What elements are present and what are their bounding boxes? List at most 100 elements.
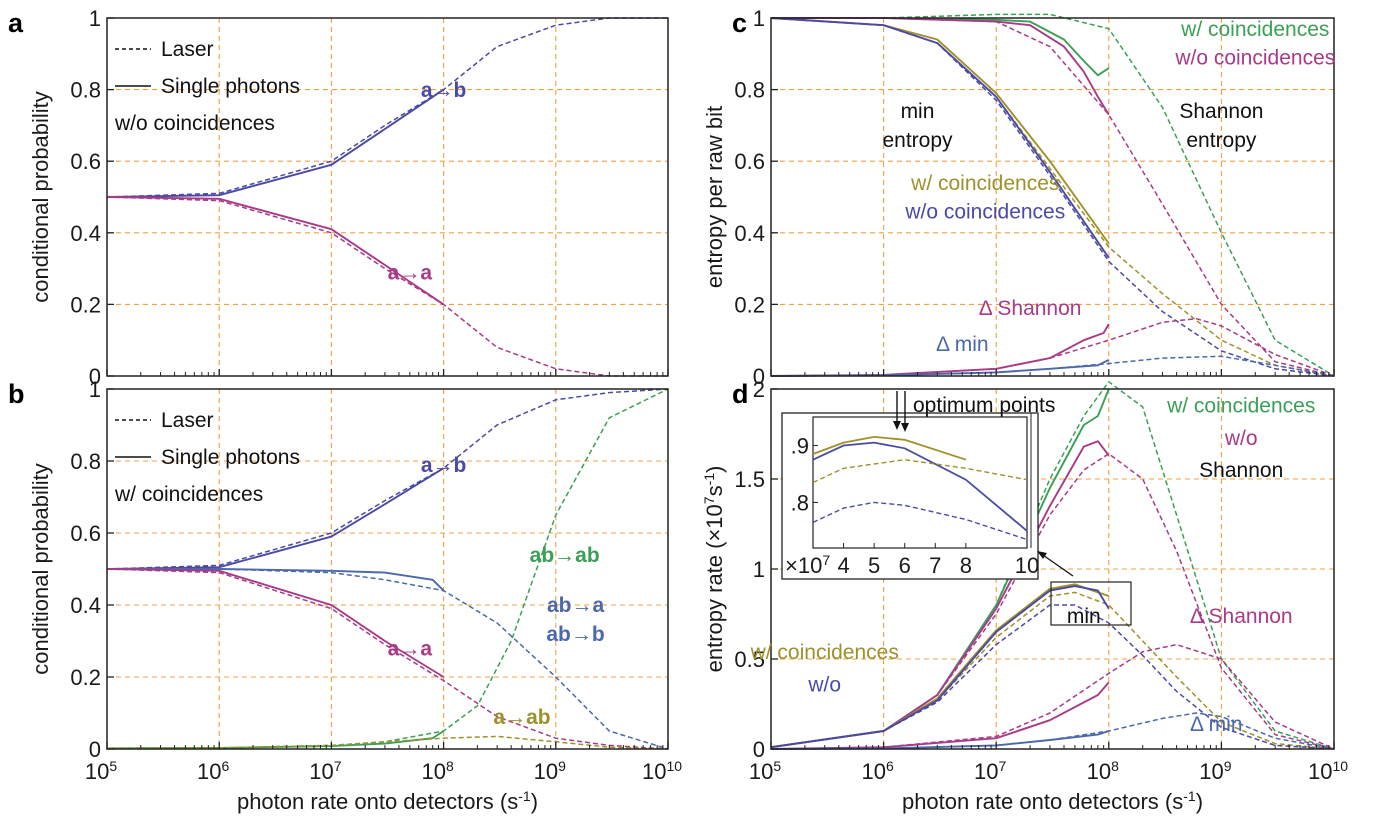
- inset-series-line: [812, 501, 1028, 541]
- annotation-label: w/o coincidences: [1174, 47, 1335, 70]
- optimum-arrowhead-2: [901, 423, 909, 432]
- series-line: [106, 88, 445, 198]
- inset-x-multiplier-part-1: 7: [822, 552, 830, 568]
- annotation-label: Δ min: [936, 333, 989, 356]
- x-axis-label: photon rate onto detectors (s-1): [902, 788, 1203, 814]
- y-tick-label: 0.2: [734, 292, 765, 317]
- x-axis-label: photon rate onto detectors (s-1): [237, 788, 538, 814]
- y-tick-label: 0: [89, 737, 101, 762]
- x-tick-label: 105: [85, 758, 117, 784]
- series-line: [107, 568, 445, 592]
- x-tick-label: 109: [534, 758, 566, 784]
- y-axis-label-part-0: entropy rate (×10: [702, 504, 727, 672]
- x-tick-label: 1010: [1308, 758, 1348, 784]
- y-tick-label: 0.4: [70, 221, 101, 246]
- y-tick-label: 1: [89, 6, 101, 31]
- annotation-label: entropy: [1186, 129, 1257, 152]
- series-line: [770, 17, 1110, 259]
- y-tick-label: 0: [89, 364, 101, 389]
- y-tick-label: 0.6: [734, 149, 765, 174]
- y-tick-label: 0.4: [734, 221, 765, 246]
- panel-label: d: [732, 379, 749, 409]
- annotation-label: Δ Shannon: [1190, 605, 1293, 628]
- x-tick-label-part-1: 8: [1111, 758, 1119, 774]
- series-line: [770, 585, 1110, 749]
- plot-frame: [770, 17, 1335, 377]
- annotation-label: w/o coincidences: [904, 200, 1065, 223]
- panel-b: 0 0.2 0.4 0.6 0.8 1 b conditional probability 10…: [8, 377, 682, 814]
- y-tick-label: 1: [753, 6, 765, 31]
- y-tick-label: 0.6: [70, 149, 101, 174]
- y-tick-label: 1: [753, 557, 765, 582]
- x-tick-label: 107: [974, 758, 1006, 784]
- y-tick-label: 0.8: [70, 78, 101, 103]
- x-axis-label-part-2: ): [1196, 789, 1203, 814]
- series-line: [771, 17, 1110, 116]
- panel-label: b: [8, 379, 25, 409]
- inset-x-multiplier: ×107: [785, 552, 830, 578]
- y-tick-label: 0: [753, 737, 765, 762]
- x-tick-label-part-1: 9: [1224, 758, 1232, 774]
- series-line: [770, 453, 1335, 750]
- inset-x-tick-label: 10: [1015, 553, 1039, 578]
- series-line: [106, 467, 445, 570]
- inset-series-line: [812, 441, 1028, 532]
- y-tick-label: 0.8: [734, 78, 765, 103]
- y-axis-label-part-4: ): [702, 466, 727, 473]
- series-line: [106, 730, 445, 750]
- panel-label: a: [8, 8, 24, 38]
- inset-y-tick-label: .8: [791, 490, 809, 515]
- annotation-label: a→a: [388, 637, 433, 660]
- y-tick-label: 2: [753, 377, 765, 402]
- inset-x-multiplier-part-0: ×10: [785, 553, 822, 578]
- series-line: [770, 17, 1335, 377]
- x-tick-label-part-1: 6: [222, 758, 230, 774]
- annotation-label: w/o: [1224, 427, 1258, 450]
- annotation-label: w/ coincidences: [750, 641, 899, 664]
- series-line: [770, 583, 1110, 749]
- x-tick-label: 107: [309, 758, 341, 784]
- y-tick-label: 0.2: [70, 665, 101, 690]
- panel-label: c: [732, 8, 747, 38]
- series-line: [106, 568, 445, 678]
- annotation-label: entropy: [882, 129, 953, 152]
- series-line: [770, 317, 1335, 377]
- x-tick-label-part-1: 10: [1332, 758, 1348, 774]
- x-tick-label-part-1: 7: [999, 758, 1007, 774]
- inset-x-tick-label: 5: [868, 553, 880, 578]
- y-tick-label: 0.6: [70, 521, 101, 546]
- annotation-label: w/ coincidences: [1166, 394, 1315, 417]
- y-axis-label-part-3: -1: [701, 473, 717, 486]
- inset-x-tick-label: 6: [899, 553, 911, 578]
- x-tick-label-part-1: 5: [109, 758, 117, 774]
- x-tick-label-part-0: 10: [309, 759, 333, 784]
- legend-single-label: Single photons: [161, 75, 300, 98]
- series-line: [770, 355, 1335, 377]
- annotation-label: Δ min: [1190, 713, 1243, 736]
- x-axis-label-part-2: ): [531, 789, 538, 814]
- series-line: [106, 196, 668, 377]
- x-tick-label-part-0: 10: [197, 759, 221, 784]
- legend-note: w/ coincidences: [114, 483, 263, 506]
- annotation-label: ab→a: [547, 594, 605, 617]
- optimum-arrowhead-1: [893, 421, 901, 430]
- x-tick-label-part-0: 10: [749, 759, 773, 784]
- x-tick-label-part-0: 10: [974, 759, 998, 784]
- y-tick-label: 0.4: [70, 593, 101, 618]
- panel-a: 0 0.2 0.4 0.6 0.8 1 a conditional probability La…: [8, 6, 669, 389]
- legend-laser-label: Laser: [161, 409, 214, 432]
- x-tick-label: 109: [1199, 758, 1231, 784]
- legend-single-label: Single photons: [161, 446, 300, 469]
- x-tick-label: 108: [1087, 758, 1119, 784]
- y-axis-label-part-2: s: [702, 485, 727, 496]
- x-tick-label-part-0: 10: [861, 759, 885, 784]
- y-axis-label-part-1: 7: [701, 496, 717, 504]
- y-tick-label: 1.5: [734, 467, 765, 492]
- x-tick-label: 106: [861, 758, 893, 784]
- series-line: [771, 17, 1335, 377]
- annotation-label: Shannon: [1179, 100, 1263, 123]
- x-axis-label-part-1: -1: [518, 788, 531, 804]
- x-tick-label: 105: [749, 758, 781, 784]
